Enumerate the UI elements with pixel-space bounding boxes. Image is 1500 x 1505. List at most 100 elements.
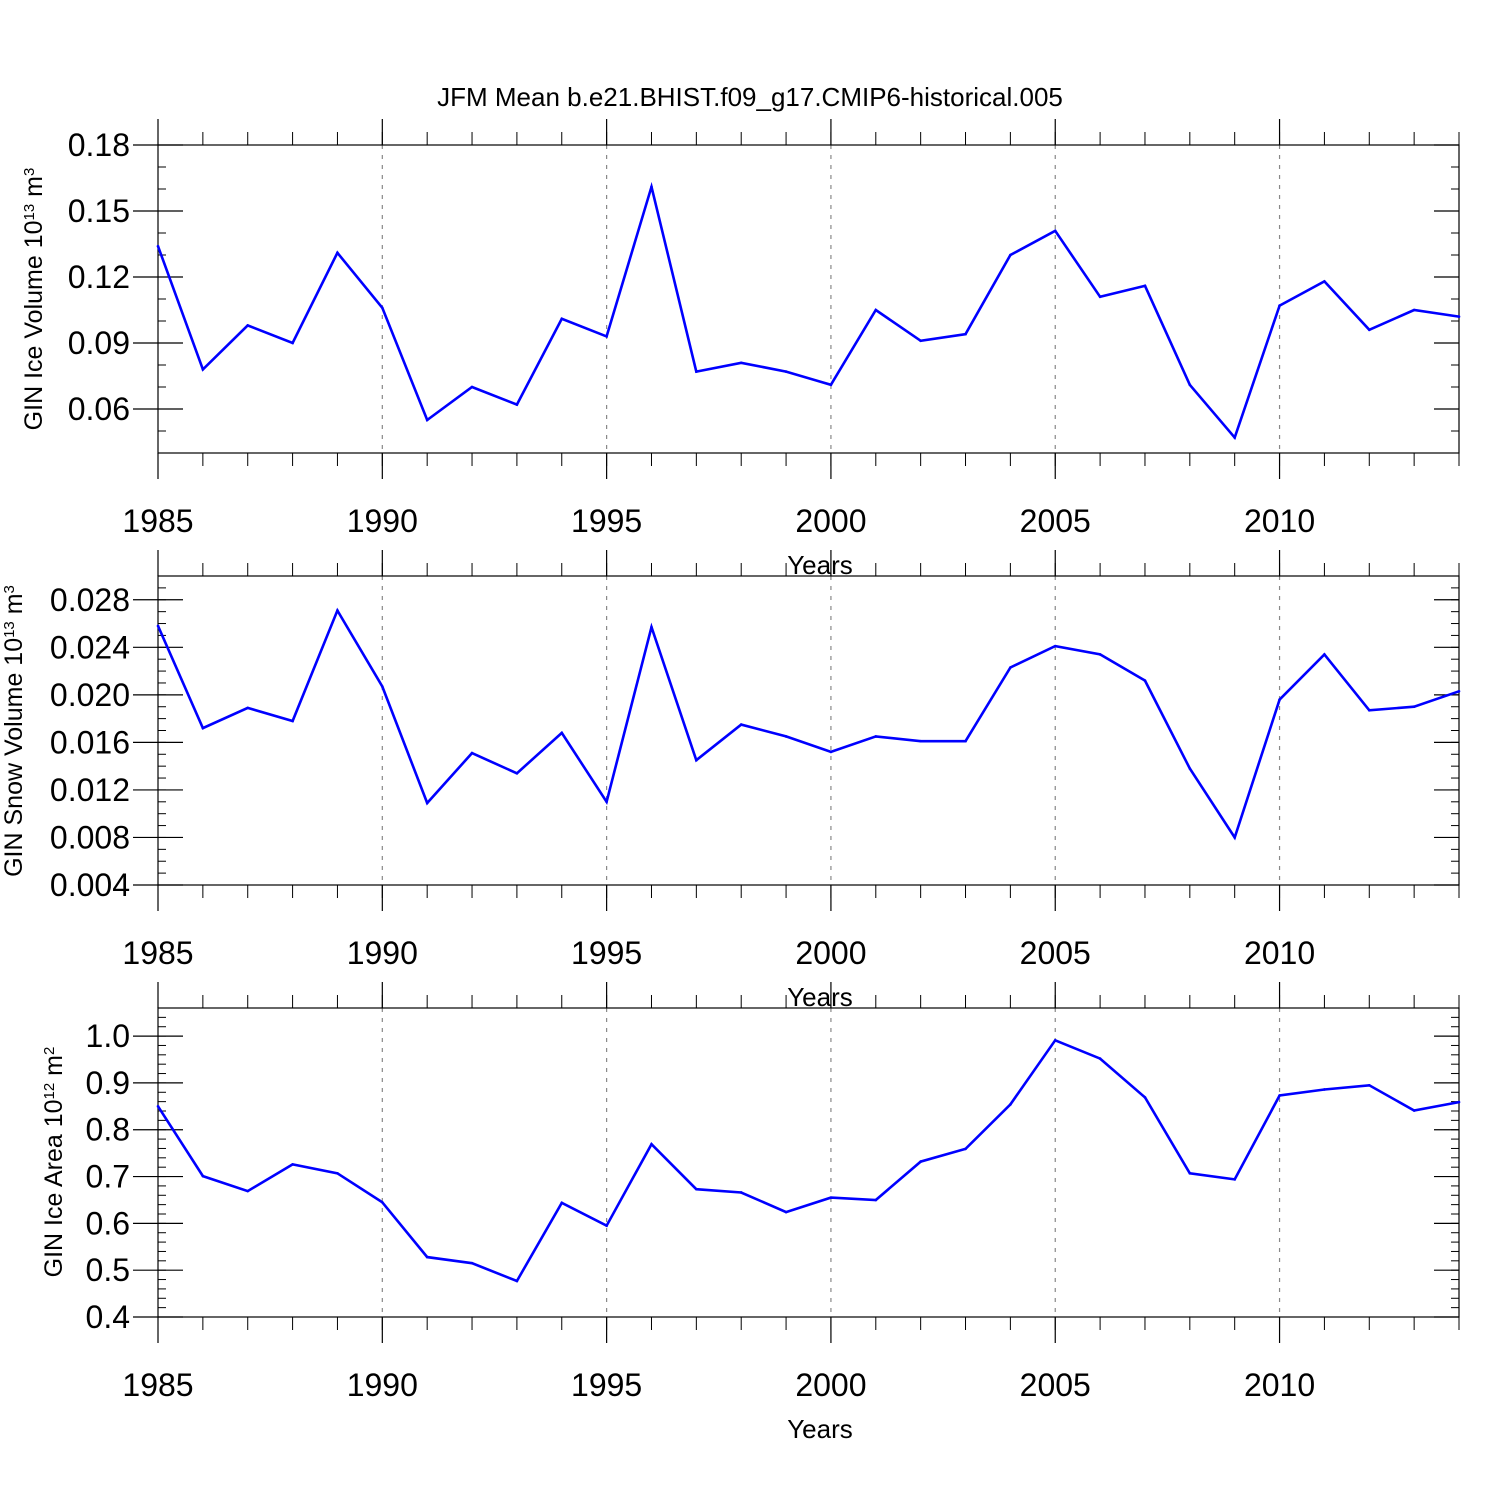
data-point — [246, 706, 250, 710]
data-point — [1323, 280, 1326, 283]
data-point — [605, 1224, 608, 1228]
y-axis-label-text: GIN Ice Volume 10 — [20, 220, 48, 430]
x-tick-label: 2005 — [1020, 503, 1091, 539]
data-point — [1278, 304, 1281, 307]
y-tick-label: 0.016 — [50, 724, 130, 760]
data-point — [1412, 308, 1416, 312]
x-tick-label: 1995 — [571, 1367, 642, 1403]
x-tick-label: 1995 — [571, 503, 642, 539]
data-point — [156, 1105, 160, 1108]
data-point — [1098, 295, 1102, 299]
plot-frame — [157, 575, 1460, 886]
data-point — [201, 726, 205, 730]
y-tick-label: 1.0 — [86, 1018, 130, 1054]
y-axis-label-text: m — [40, 1055, 68, 1083]
data-point — [291, 341, 294, 345]
data-point — [1233, 836, 1236, 839]
x-tick-label: 1990 — [347, 503, 418, 539]
y-axis-label-exponent: 2 — [41, 1047, 58, 1055]
data-point — [470, 1261, 474, 1265]
data-point — [425, 801, 429, 805]
y-tick-label: 0.024 — [50, 629, 130, 665]
data-point — [739, 1191, 743, 1194]
y-axis-label: GIN Ice Volume 1013 m3 — [20, 168, 48, 431]
data-point — [246, 324, 250, 327]
x-tick-label: 2010 — [1244, 503, 1315, 539]
y-tick-label: 0.15 — [68, 193, 130, 229]
data-point — [1323, 653, 1326, 656]
data-point — [1188, 1171, 1192, 1175]
data-point — [964, 332, 967, 336]
data-point — [919, 1160, 922, 1163]
data-point — [381, 685, 384, 688]
y-tick-label: 0.4 — [86, 1299, 130, 1335]
y-tick-label: 0.020 — [50, 677, 130, 713]
data-point — [156, 244, 160, 248]
data-point — [784, 370, 788, 373]
data-point — [291, 1163, 294, 1166]
data-point — [739, 723, 743, 726]
data-point — [1278, 1094, 1281, 1097]
data-point — [1053, 229, 1057, 233]
data-point — [1278, 698, 1281, 701]
data-point — [1188, 767, 1192, 770]
data-point — [381, 1200, 384, 1204]
data-point — [964, 1147, 967, 1151]
data-point — [560, 1201, 564, 1205]
x-tick-label: 2005 — [1020, 935, 1091, 971]
series-line — [156, 1038, 1460, 1283]
data-point — [1098, 1057, 1102, 1060]
y-axis-label-text: m — [0, 593, 28, 621]
data-point — [1098, 653, 1102, 656]
data-point — [829, 383, 833, 387]
x-tick-label: 2010 — [1244, 1367, 1315, 1403]
x-tick-label: 1990 — [347, 935, 418, 971]
y-tick-label: 0.8 — [86, 1112, 130, 1148]
y-axis-label-text: GIN Snow Volume 10 — [0, 638, 28, 877]
y-tick-label: 0.6 — [86, 1205, 130, 1241]
data-point — [515, 403, 519, 406]
x-tick-label: 1985 — [122, 1367, 193, 1403]
x-axis-label: Years — [787, 550, 853, 580]
data-point — [515, 1279, 519, 1283]
data-point — [1367, 1083, 1371, 1087]
data-point — [381, 306, 384, 310]
data-point — [605, 335, 608, 338]
data-point — [919, 739, 922, 743]
plot-frame — [157, 144, 1460, 454]
data-point — [560, 317, 564, 321]
y-tick-label: 0.008 — [50, 819, 130, 855]
y-axis-label-exponent: 3 — [21, 168, 38, 176]
data-point — [739, 361, 743, 365]
data-point — [1457, 315, 1461, 318]
y-axis-label-exponent: 13 — [21, 204, 38, 221]
data-point — [829, 750, 833, 754]
data-point — [964, 739, 967, 743]
x-tick-label: 2010 — [1244, 935, 1315, 971]
y-tick-label: 0.06 — [68, 391, 130, 427]
figure-title: JFM Mean b.e21.BHIST.f09_g17.CMIP6-histo… — [437, 82, 1063, 112]
panel-1: 0.06 0.09 0.12 0.15 0.18 1985 1990 1995 2000 2005… — [20, 119, 1461, 580]
x-tick-label: 2005 — [1020, 1367, 1091, 1403]
data-point — [1053, 1039, 1057, 1042]
data-point — [605, 800, 608, 804]
x-tick-label: 2000 — [795, 935, 866, 971]
series-line — [156, 607, 1460, 841]
y-axis-label-exponent: 12 — [41, 1083, 58, 1100]
data-point — [1009, 666, 1012, 669]
data-point — [425, 1255, 429, 1259]
data-point — [1323, 1088, 1326, 1091]
data-point — [650, 1142, 653, 1146]
data-point — [425, 418, 429, 422]
y-axis-label: GIN Snow Volume 1013 m3 — [0, 585, 28, 877]
y-axis-label-text: GIN Ice Area 10 — [40, 1099, 68, 1277]
data-point — [336, 609, 339, 612]
y-tick-label: 0.5 — [86, 1252, 130, 1288]
data-point — [1412, 705, 1416, 709]
data-point — [156, 624, 160, 628]
data-point — [470, 751, 474, 755]
panel-2: 0.004 0.008 0.012 0.016 0.020 0.024 0.028 1985 1… — [0, 550, 1461, 1012]
data-point — [1009, 1103, 1012, 1106]
data-point — [650, 625, 653, 629]
